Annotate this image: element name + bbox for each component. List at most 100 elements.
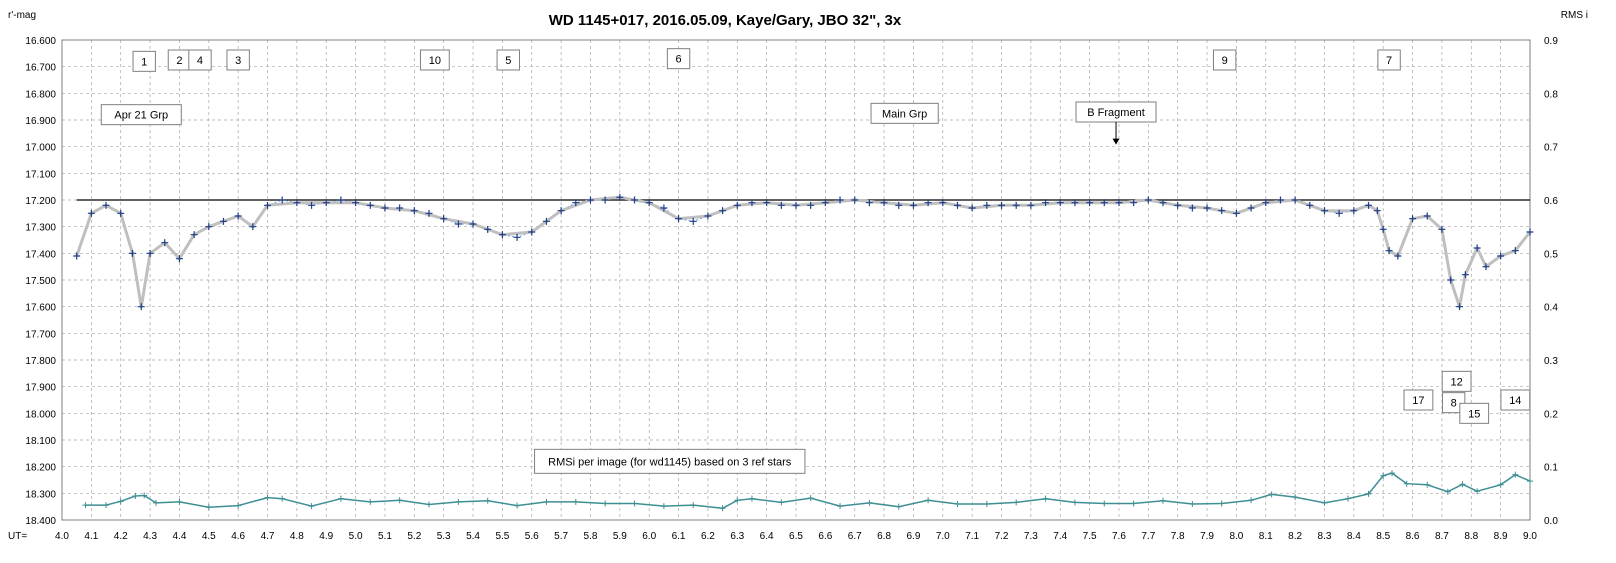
magnitude-point bbox=[440, 215, 448, 223]
magnitude-point bbox=[968, 204, 976, 212]
annotation-text: 9 bbox=[1222, 55, 1228, 67]
x-tick-label: 5.1 bbox=[378, 531, 392, 542]
magnitude-point bbox=[1232, 209, 1240, 217]
y-tick-label-left: 16.900 bbox=[25, 116, 56, 127]
x-tick-label: 6.1 bbox=[672, 531, 686, 542]
magnitude-point bbox=[1130, 199, 1138, 207]
magnitude-point bbox=[953, 201, 961, 209]
annotation-text: Main Grp bbox=[882, 108, 927, 120]
magnitude-point bbox=[1086, 199, 1094, 207]
magnitude-point bbox=[1409, 215, 1417, 223]
magnitude-point bbox=[249, 223, 257, 231]
rms-point bbox=[690, 502, 697, 509]
rms-point bbox=[264, 494, 271, 501]
magnitude-point bbox=[484, 225, 492, 233]
magnitude-point bbox=[836, 196, 844, 204]
annotation-text: 5 bbox=[505, 55, 511, 67]
y-tick-label-left: 17.700 bbox=[25, 329, 56, 340]
rms-point bbox=[1042, 495, 1049, 502]
annotation-box: 7 bbox=[1377, 49, 1401, 71]
y-tick-label-left: 17.100 bbox=[25, 169, 56, 180]
rms-point bbox=[543, 498, 550, 505]
annotation-text: 8 bbox=[1451, 398, 1457, 410]
annotation-box: B Fragment bbox=[1075, 101, 1157, 123]
magnitude-point bbox=[454, 220, 462, 228]
magnitude-point bbox=[1394, 252, 1402, 260]
x-tick-label: 4.1 bbox=[84, 531, 98, 542]
y-tick-label-right: 0.1 bbox=[1544, 463, 1558, 474]
magnitude-point bbox=[1438, 225, 1446, 233]
magnitude-point bbox=[821, 199, 829, 207]
annotation-text: Apr 21 Grp bbox=[114, 110, 168, 122]
x-tick-label: 4.2 bbox=[114, 531, 128, 542]
x-tick-label: 8.4 bbox=[1347, 531, 1361, 542]
magnitude-point bbox=[366, 201, 374, 209]
x-tick-label: 7.4 bbox=[1053, 531, 1067, 542]
annotation-frame bbox=[1377, 49, 1401, 71]
magnitude-point bbox=[308, 201, 316, 209]
y-tick-label-left: 16.600 bbox=[25, 36, 56, 47]
rms-point bbox=[1248, 497, 1255, 504]
x-tick-label: 5.9 bbox=[613, 531, 627, 542]
magnitude-point bbox=[1159, 199, 1167, 207]
x-tick-label: 7.7 bbox=[1141, 531, 1155, 542]
magnitude-point bbox=[1385, 247, 1393, 255]
rms-point bbox=[367, 498, 374, 505]
x-tick-label: 7.2 bbox=[995, 531, 1009, 542]
x-tick-label: 5.5 bbox=[495, 531, 509, 542]
x-tick-label: 4.9 bbox=[319, 531, 333, 542]
magnitude-point bbox=[1461, 271, 1469, 279]
y-tick-label-left: 17.300 bbox=[25, 223, 56, 234]
x-tick-label: 5.8 bbox=[584, 531, 598, 542]
magnitude-point bbox=[1306, 201, 1314, 209]
rms-point bbox=[396, 497, 403, 504]
rms-point bbox=[455, 498, 462, 505]
x-tick-label: 8.1 bbox=[1259, 531, 1273, 542]
magnitude-point bbox=[807, 201, 815, 209]
rms-point bbox=[337, 495, 344, 502]
magnitude-point bbox=[293, 199, 301, 207]
magnitude-point bbox=[601, 196, 609, 204]
magnitude-point bbox=[396, 204, 404, 212]
annotation-box: 17 bbox=[1403, 389, 1434, 411]
annotation-box: 1 bbox=[132, 50, 156, 72]
annotation-text: 17 bbox=[1412, 395, 1424, 407]
rms-point bbox=[748, 495, 755, 502]
magnitude-point bbox=[117, 209, 125, 217]
annotation-box: 4 bbox=[188, 49, 212, 71]
magnitude-point bbox=[1012, 201, 1020, 209]
rms-point bbox=[1527, 478, 1533, 485]
y-tick-label-right: 0.3 bbox=[1544, 356, 1558, 367]
annotation-text: 4 bbox=[197, 55, 203, 67]
annotation-text: 2 bbox=[176, 55, 182, 67]
annotation-box: 15 bbox=[1459, 402, 1490, 424]
x-tick-label: 8.3 bbox=[1318, 531, 1332, 542]
rms-point bbox=[983, 501, 990, 507]
rms-point bbox=[103, 502, 110, 509]
rms-point bbox=[1380, 472, 1387, 479]
magnitude-point bbox=[498, 231, 506, 239]
magnitude-point bbox=[1335, 209, 1343, 217]
x-tick-label: 7.3 bbox=[1024, 531, 1038, 542]
magnitude-point bbox=[128, 249, 136, 257]
magnitude-point bbox=[645, 199, 653, 207]
rms-point bbox=[1474, 488, 1481, 495]
annotation-box: 10 bbox=[419, 49, 450, 71]
magnitude-point bbox=[895, 201, 903, 209]
annotation-frame bbox=[132, 50, 156, 72]
x-tick-label: 6.5 bbox=[789, 531, 803, 542]
rms-point bbox=[602, 500, 609, 507]
magnitude-point bbox=[381, 204, 389, 212]
rms-point bbox=[660, 503, 667, 510]
rms-point bbox=[308, 503, 315, 510]
magnitude-point bbox=[513, 233, 521, 241]
x-tick-label: 7.8 bbox=[1171, 531, 1185, 542]
rms-point bbox=[1071, 499, 1078, 506]
rms-point bbox=[514, 502, 521, 509]
annotation-box: 14 bbox=[1500, 389, 1531, 411]
y-tick-label-left: 17.800 bbox=[25, 356, 56, 367]
annotation-frame bbox=[666, 48, 691, 70]
magnitude-point bbox=[1379, 225, 1387, 233]
rms-point bbox=[279, 495, 286, 502]
